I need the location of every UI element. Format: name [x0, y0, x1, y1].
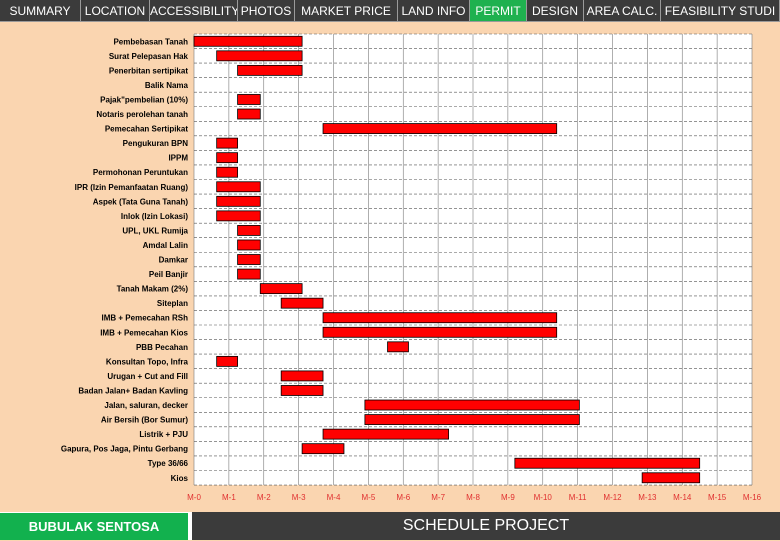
page-title: SCHEDULE PROJECT: [192, 512, 780, 540]
task-bar: [301, 443, 345, 455]
x-tick-label: M-4: [327, 493, 341, 502]
task-label: Aspek (Tata Guna Tanah): [93, 197, 189, 206]
tab-area-calc[interactable]: AREA CALC.: [584, 0, 661, 22]
task-label: Pajak"pembelian (10%): [100, 95, 188, 104]
task-label: IPPM: [168, 154, 188, 163]
tab-summary[interactable]: SUMMARY: [0, 0, 81, 22]
task-label: Urugan + Cut and Fill: [107, 372, 188, 381]
task-label: Pemecahan Sertipikat: [105, 125, 188, 134]
task-label: Pengukuran BPN: [123, 139, 189, 148]
task-label: Jalan, saluran, decker: [104, 401, 188, 410]
x-tick-label: M-11: [569, 493, 587, 502]
task-label: Penerbitan sertipikat: [109, 66, 188, 75]
x-tick-label: M-7: [431, 493, 445, 502]
task-label: Balik Nama: [145, 81, 189, 90]
task-label: Notaris perolehan tanah: [96, 110, 188, 119]
task-bar: [641, 472, 701, 484]
x-tick-label: M-12: [603, 493, 622, 502]
task-bar: [364, 414, 580, 425]
tab-accessibility[interactable]: ACCESSIBILITY: [150, 0, 238, 22]
gantt-chart-svg: Pembebasan Tanah Surat Pelepasan Hak Pener…: [61, 33, 762, 502]
task-label: Damkar: [159, 256, 188, 265]
schedule-gantt-chart: Pembebasan Tanah Surat Pelepasan Hak Pener…: [0, 23, 780, 510]
x-tick-label: M-8: [466, 493, 480, 502]
x-tick-label: M-15: [708, 493, 727, 502]
task-label: Amdal Lalin: [143, 241, 188, 250]
task-bar: [280, 385, 324, 396]
tab-design[interactable]: DESIGN: [527, 0, 584, 22]
task-bar: [259, 283, 303, 295]
task-bar: [237, 108, 261, 120]
task-bar: [216, 195, 261, 207]
tab-land-info[interactable]: LAND INFO: [398, 0, 470, 22]
task-label: UPL, UKL Rumija: [122, 226, 188, 235]
task-label: Pembebasan Tanah: [113, 37, 188, 46]
task-label: IPR (Izin Pemanfaatan Ruang): [75, 183, 189, 192]
task-label: IMB + Pemecahan RSh: [102, 314, 189, 323]
task-bar: [216, 50, 303, 62]
task-bar: [216, 181, 261, 193]
task-label: Type 36/66: [148, 459, 189, 468]
task-bar: [237, 64, 303, 76]
task-bar: [237, 94, 261, 105]
task-bar: [216, 355, 238, 367]
task-bar: [216, 137, 238, 149]
task-bar: [216, 166, 238, 178]
task-label: Permohonan Peruntukan: [93, 168, 188, 177]
task-bar: [322, 428, 449, 440]
x-tick-label: M-16: [743, 493, 762, 502]
x-tick-label: M-3: [292, 493, 306, 502]
x-tick-label: M-0: [187, 493, 201, 502]
task-bar: [237, 268, 261, 280]
project-name-label: BUBULAK SENTOSA: [0, 512, 188, 540]
task-label: Siteplan: [157, 299, 188, 308]
task-label: Air Bersih (Bor Sumur): [101, 416, 188, 425]
footer-divider: [188, 512, 192, 540]
task-bar: [237, 254, 261, 265]
x-tick-label: M-2: [257, 493, 271, 502]
task-label: Surat Pelepasan Hak: [109, 52, 189, 61]
x-tick-label: M-13: [638, 493, 657, 502]
tab-market-price[interactable]: MARKET PRICE: [295, 0, 398, 22]
task-bar: [364, 399, 580, 411]
task-bar: [280, 297, 324, 309]
task-bar: [237, 225, 261, 236]
task-bar: [387, 341, 409, 353]
task-label: Kios: [171, 474, 189, 483]
task-bar: [216, 210, 261, 222]
x-tick-label: M-6: [396, 493, 410, 502]
tab-feasibility-studi[interactable]: FEASIBILITY STUDI: [661, 0, 780, 22]
tab-permit[interactable]: PERMIT: [470, 0, 527, 22]
x-tick-label: M-5: [361, 493, 375, 502]
task-bar: [280, 370, 324, 382]
task-bar: [237, 239, 261, 251]
task-bar: [514, 457, 701, 469]
task-label: IMB + Pemecahan Kios: [100, 328, 188, 337]
task-label: Gapura, Pos Jaga, Pintu Gerbang: [61, 445, 188, 454]
x-tick-label: M-10: [534, 493, 553, 502]
task-label: Tanah Makam (2%): [117, 285, 189, 294]
tab-photos[interactable]: PHOTOS: [238, 0, 295, 22]
task-bar: [322, 312, 558, 324]
task-bar: [322, 326, 558, 338]
task-bar: [322, 123, 558, 134]
task-label: Inlok (Izin Lokasi): [121, 212, 188, 221]
top-navigation-bar: SUMMARY LOCATION ACCESSIBILITY PHOTOS MARKET…: [0, 0, 780, 22]
x-tick-label: M-14: [673, 493, 692, 502]
tab-location[interactable]: LOCATION: [81, 0, 150, 22]
task-bar: [216, 152, 238, 164]
x-tick-label: M-1: [222, 493, 236, 502]
x-tick-label: M-9: [501, 493, 515, 502]
task-label: Badan Jalan+ Badan Kavling: [78, 386, 188, 395]
task-label: Peil Banjir: [149, 270, 188, 279]
task-bar: [193, 35, 303, 47]
task-label: Listrik + PJU: [139, 430, 188, 439]
task-label: PBB Pecahan: [136, 343, 188, 352]
task-label: Konsultan Topo, Infra: [106, 357, 189, 366]
